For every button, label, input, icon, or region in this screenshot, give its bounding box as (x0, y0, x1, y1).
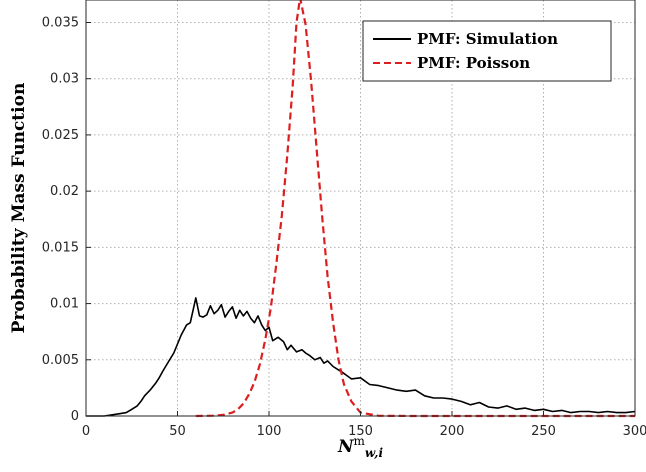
x-axis-title-base: N (337, 437, 355, 457)
x-tick-label: 0 (82, 424, 90, 439)
legend-label-poisson: PMF: Poisson (417, 54, 530, 72)
x-axis-title: Nmw,i (337, 434, 383, 460)
x-axis-title-subscript: w,i (365, 446, 384, 460)
legend: PMF: Simulation PMF: Poisson (362, 20, 612, 82)
x-tick-label: 250 (531, 424, 556, 439)
legend-box (362, 20, 612, 82)
x-axis-title-superscript: m (354, 434, 366, 448)
series-line-poisson (195, 0, 635, 418)
y-tick-label: 0.005 (42, 353, 79, 368)
y-tick-label: 0.015 (42, 240, 79, 255)
x-tick-label: 200 (440, 424, 465, 439)
y-tick-label: 0.01 (50, 297, 79, 312)
y-tick-label: 0.03 (50, 72, 79, 87)
series-line-simulation (86, 297, 636, 417)
series-layer (86, 0, 636, 418)
y-tick-label: 0.035 (42, 15, 79, 30)
x-tick-label: 50 (169, 424, 186, 439)
y-tick-label: 0.02 (50, 184, 79, 199)
y-axis-title: Probability Mass Function (9, 83, 29, 334)
axis-ticks: 0 50 100 150 200 250 300 0 0.005 0.01 0.015 0.02 0.0… (42, 15, 646, 439)
legend-label-simulation: PMF: Simulation (417, 30, 558, 48)
y-tick-label: 0.025 (42, 128, 79, 143)
y-tick-label: 0 (71, 409, 79, 424)
x-tick-label: 100 (257, 424, 282, 439)
x-tick-label: 150 (348, 424, 373, 439)
x-tick-label: 300 (623, 424, 646, 439)
